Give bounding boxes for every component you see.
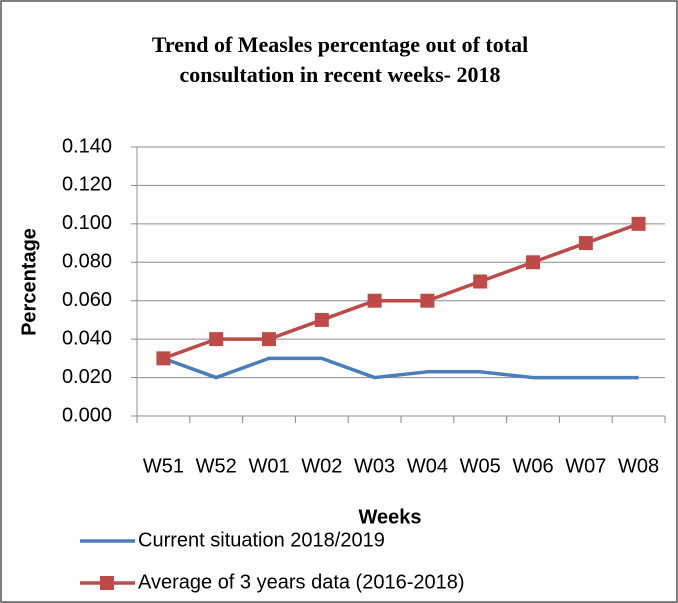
x-tick-label: W03 — [354, 455, 395, 477]
y-axis-title: Percentage — [18, 228, 40, 336]
series-marker — [156, 351, 171, 366]
series-marker — [526, 255, 540, 270]
legend-label: Average of 3 years data (2016-2018) — [138, 571, 465, 593]
series-marker — [473, 274, 488, 289]
series-marker — [262, 332, 276, 347]
y-tick-label: 0.020 — [62, 366, 112, 388]
x-axis-title: Weeks — [358, 506, 421, 528]
series-line — [162, 356, 639, 380]
y-tick-label: 0.000 — [62, 404, 112, 426]
y-tick-label: 0.120 — [62, 174, 112, 196]
legend-marker — [100, 576, 114, 590]
x-tick-label: W04 — [407, 455, 448, 477]
chart-title: consultation in recent weeks- 2018 — [179, 62, 500, 87]
series-marker — [367, 293, 382, 308]
x-tick-label: W01 — [248, 455, 289, 477]
y-tick-label: 0.140 — [62, 135, 112, 157]
series-marker — [209, 332, 224, 347]
chart-title: Trend of Measles percentage out of total — [152, 32, 528, 57]
x-tick-label: W06 — [512, 455, 553, 477]
series-marker — [420, 293, 435, 308]
y-tick-label: 0.080 — [62, 251, 112, 273]
x-tick-label: W51 — [143, 455, 184, 477]
y-tick-label: 0.060 — [62, 289, 112, 311]
x-tick-label: W08 — [618, 455, 659, 477]
series-marker — [578, 236, 593, 251]
y-tick-label: 0.040 — [62, 327, 112, 349]
series-marker — [314, 312, 329, 327]
x-tick-label: W02 — [301, 455, 342, 477]
y-tick-label: 0.100 — [62, 212, 112, 234]
x-tick-label: W05 — [460, 455, 501, 477]
series-marker — [631, 216, 646, 231]
series-line — [162, 222, 640, 361]
x-tick-label: W52 — [196, 455, 237, 477]
x-tick-label: W07 — [565, 455, 606, 477]
legend-label: Current situation 2018/2019 — [138, 529, 385, 551]
